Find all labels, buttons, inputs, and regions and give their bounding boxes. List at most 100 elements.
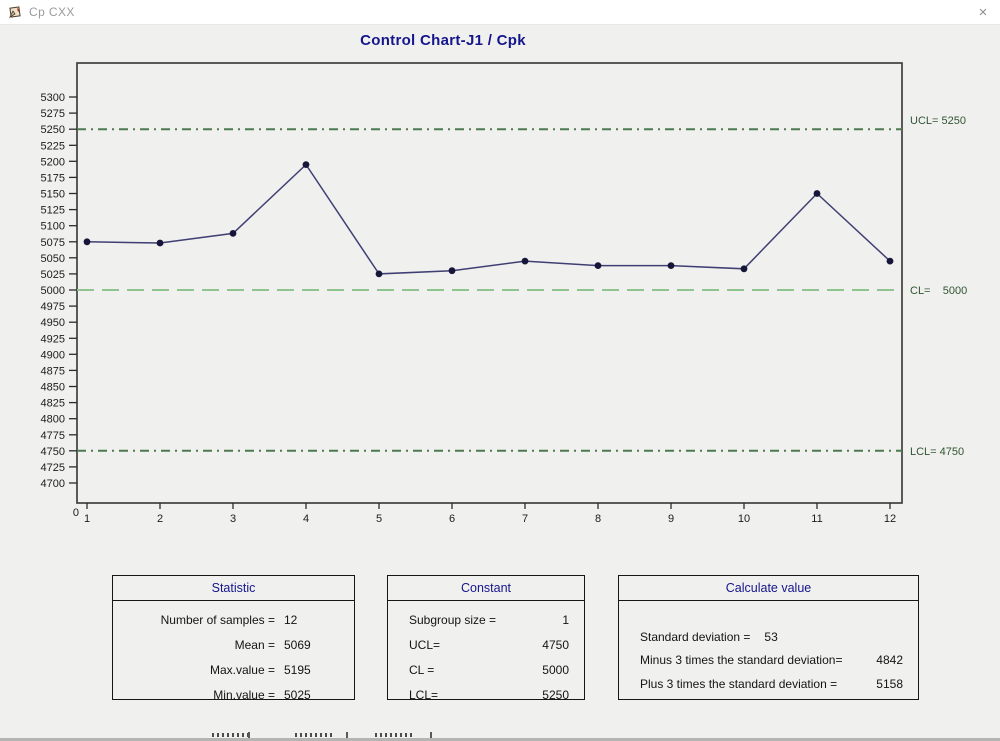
cutoff-bar xyxy=(0,738,1000,741)
row-value: 5000 xyxy=(542,662,569,677)
cutoff-tick xyxy=(346,732,348,738)
y-tick-label: 4975 xyxy=(41,301,65,313)
row-label: Number of samples = xyxy=(160,612,275,627)
cutoff-ui-row xyxy=(0,731,1000,741)
y-tick-label: 4725 xyxy=(41,462,65,474)
data-point xyxy=(83,238,91,246)
panel-row: Max.value = 5195 xyxy=(113,657,354,682)
y-tick-label: 5275 xyxy=(41,108,65,120)
y-tick-label: 4925 xyxy=(41,333,65,345)
y-tick-label: 4775 xyxy=(41,430,65,442)
y-tick-label: 5100 xyxy=(41,221,65,233)
row-label: Max.value = xyxy=(209,662,275,677)
row-label: Mean = xyxy=(234,637,275,652)
cutoff-fragment xyxy=(375,733,415,737)
data-point xyxy=(886,257,894,265)
constant-rows: Subgroup size = 1 UCL= 4750 CL = 5000 LCL= 5250 xyxy=(388,601,584,707)
panel-row: LCL= 5250 xyxy=(388,682,584,707)
row-value: 1 xyxy=(562,612,569,627)
data-point xyxy=(667,262,675,269)
data-point xyxy=(448,267,456,275)
y-tick-label: 4950 xyxy=(41,317,65,329)
row-label: UCL= xyxy=(409,637,441,652)
x-tick-label: 1 xyxy=(84,513,90,525)
y-tick-label: 4800 xyxy=(41,414,65,426)
window-titlebar: Cp CXX × xyxy=(0,0,1000,25)
row-value: 4842 xyxy=(876,653,903,668)
origin-label: 0 xyxy=(73,507,79,519)
y-tick-label: 4750 xyxy=(41,446,65,458)
row-label: LCL= xyxy=(409,687,439,702)
cutoff-tick xyxy=(430,732,432,738)
row-value: 12 xyxy=(284,612,298,627)
panel-row: Standard deviation = 53 xyxy=(619,625,918,649)
row-label: Subgroup size = xyxy=(409,612,497,627)
y-tick-label: 4825 xyxy=(41,398,65,410)
app-icon xyxy=(8,5,23,20)
plot-frame xyxy=(76,62,903,504)
panel-row: Minus 3 times the standard deviation= 484… xyxy=(619,649,918,673)
y-tick-label: 5300 xyxy=(41,92,65,104)
x-tick-label: 11 xyxy=(811,513,822,525)
y-tick-label: 5075 xyxy=(41,237,65,249)
x-tick-label: 10 xyxy=(738,513,750,525)
data-point xyxy=(594,262,602,269)
row-label: CL = xyxy=(409,662,435,677)
cutoff-tick xyxy=(248,732,250,738)
data-point xyxy=(302,161,310,169)
window-title: Cp CXX xyxy=(29,5,75,19)
y-tick-label: 5125 xyxy=(41,205,65,217)
x-tick-label: 12 xyxy=(884,513,896,525)
cl-label: CL= 5000 xyxy=(910,285,967,297)
x-tick-label: 3 xyxy=(230,513,236,525)
row-value: 5025 xyxy=(284,687,311,702)
y-tick-label: 5175 xyxy=(41,172,65,184)
ucl-label: UCL= 5250 xyxy=(910,115,966,127)
data-point xyxy=(156,239,164,247)
lcl-label: LCL= 4750 xyxy=(910,446,964,458)
x-tick-label: 6 xyxy=(449,513,455,525)
y-tick-label: 5050 xyxy=(41,253,65,265)
data-point xyxy=(521,257,529,265)
row-value: 5250 xyxy=(542,687,569,702)
control-chart: 4700472547504775480048254850487549004925… xyxy=(41,62,967,525)
x-tick-label: 7 xyxy=(522,513,528,525)
y-tick-label: 5000 xyxy=(41,285,65,297)
calculate-rows: Standard deviation = 53 Minus 3 times the … xyxy=(619,601,918,696)
row-label: Plus 3 times the standard deviation = xyxy=(640,676,838,691)
y-tick-label: 4850 xyxy=(41,382,65,394)
row-label: Min.value = xyxy=(213,687,275,702)
y-tick-label: 5150 xyxy=(41,189,65,201)
row-label: Standard deviation = xyxy=(640,629,751,644)
cutoff-fragment xyxy=(295,733,335,737)
series-line xyxy=(86,163,891,275)
y-tick-label: 5200 xyxy=(41,156,65,168)
calculate-panel: Calculate value Standard deviation = 53 Mi… xyxy=(618,575,919,700)
panel-row: CL = 5000 xyxy=(388,657,584,682)
panel-row: Number of samples = 12 xyxy=(113,607,354,632)
data-point xyxy=(375,270,383,278)
data-point xyxy=(740,265,748,273)
row-value: 53 xyxy=(764,629,778,644)
panel-row: UCL= 4750 xyxy=(388,632,584,657)
constant-panel: Constant Subgroup size = 1 UCL= 4750 CL = 500… xyxy=(387,575,585,702)
close-icon[interactable]: × xyxy=(978,3,988,21)
data-point xyxy=(813,190,821,197)
row-value: 5069 xyxy=(284,637,311,652)
row-value: 5158 xyxy=(876,676,903,691)
y-tick-label: 5250 xyxy=(41,124,65,136)
statistic-panel: Statistic Number of samples = 12 Mean = 506… xyxy=(112,575,355,702)
data-point xyxy=(229,230,237,237)
calculate-panel-title: Calculate value xyxy=(619,576,918,601)
row-label: Minus 3 times the standard deviation= xyxy=(640,653,843,668)
panel-row: Subgroup size = 1 xyxy=(388,607,584,632)
panel-row: Mean = 5069 xyxy=(113,632,354,657)
x-tick-label: 2 xyxy=(157,513,163,525)
y-tick-label: 5225 xyxy=(41,140,65,152)
panel-row: Plus 3 times the standard deviation = 515… xyxy=(619,672,918,696)
y-tick-label: 4900 xyxy=(41,349,65,361)
panel-row: Min.value = 5025 xyxy=(113,682,354,707)
x-tick-label: 4 xyxy=(303,513,309,525)
y-tick-label: 4700 xyxy=(41,478,65,490)
cutoff-fragment xyxy=(212,733,252,737)
